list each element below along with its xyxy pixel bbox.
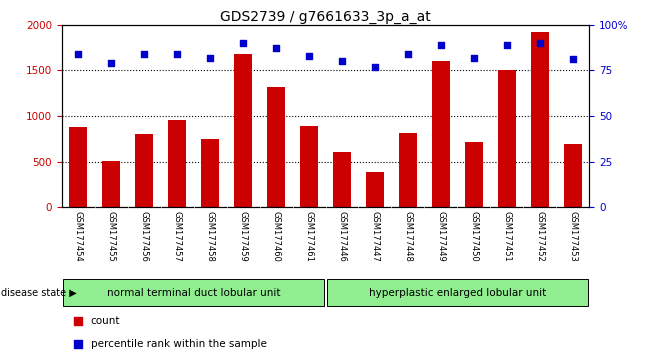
Bar [564,144,582,207]
Bar [366,172,384,207]
Bar [63,279,324,307]
Point [139,51,150,57]
Point [205,55,215,61]
Text: GSM177460: GSM177460 [271,211,281,262]
Text: GSM177453: GSM177453 [568,211,577,262]
Text: GSM177450: GSM177450 [469,211,478,261]
Point [403,51,413,57]
Point [337,58,347,64]
Bar [333,152,351,207]
Bar [135,134,153,207]
Bar [234,54,252,207]
Text: GSM177452: GSM177452 [535,211,544,261]
Point [464,236,475,242]
Point [501,42,512,48]
Point [73,51,83,57]
Text: GSM177451: GSM177451 [503,211,511,261]
Point [534,40,545,46]
Text: percentile rank within the sample: percentile rank within the sample [91,339,267,349]
Text: normal terminal duct lobular unit: normal terminal duct lobular unit [107,288,281,298]
Point [370,64,380,69]
Point [172,51,182,57]
Point [238,40,248,46]
Bar [327,279,588,307]
Text: GSM177455: GSM177455 [107,211,116,261]
Bar [465,142,483,207]
Text: GSM177461: GSM177461 [305,211,314,262]
Bar [267,87,285,207]
Text: GSM177459: GSM177459 [239,211,247,261]
Point [464,27,475,33]
Point [106,60,117,66]
Bar [399,133,417,207]
Bar [102,161,120,207]
Bar [498,70,516,207]
Text: hyperplastic enlarged lobular unit: hyperplastic enlarged lobular unit [368,288,546,298]
Point [304,53,314,59]
Point [436,42,446,48]
Bar [69,127,87,207]
Text: GSM177454: GSM177454 [74,211,83,261]
Bar [531,32,549,207]
Text: GSM177458: GSM177458 [206,211,215,262]
Bar [168,120,186,207]
Text: GSM177449: GSM177449 [436,211,445,261]
Text: GSM177448: GSM177448 [404,211,412,262]
Point [568,57,578,62]
Text: GSM177456: GSM177456 [140,211,148,262]
Point [469,55,479,61]
Title: GDS2739 / g7661633_3p_a_at: GDS2739 / g7661633_3p_a_at [220,10,431,24]
Bar [201,139,219,207]
Point [271,46,281,51]
Bar [432,61,450,207]
Bar [300,126,318,207]
Text: GSM177446: GSM177446 [337,211,346,262]
Text: count: count [91,316,120,326]
Text: disease state ▶: disease state ▶ [1,288,76,298]
Text: GSM177457: GSM177457 [173,211,182,262]
Text: GSM177447: GSM177447 [370,211,380,262]
